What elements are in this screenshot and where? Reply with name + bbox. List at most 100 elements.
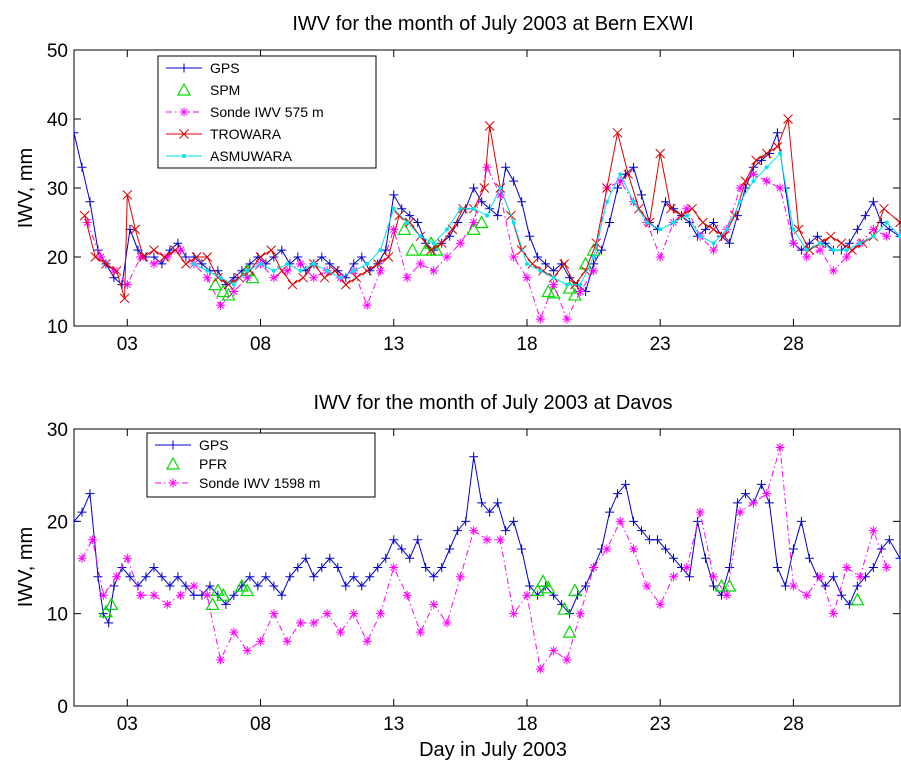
data-point	[788, 544, 798, 554]
legend-label: Sonde IWV 575 m	[210, 104, 324, 120]
data-point	[218, 275, 223, 280]
data-point	[469, 526, 479, 536]
data-point	[527, 259, 538, 269]
data-point	[429, 572, 439, 582]
data-point	[298, 268, 303, 273]
data-point	[700, 224, 710, 234]
data-point	[362, 636, 372, 646]
data-point	[258, 261, 263, 266]
data-point	[418, 242, 433, 256]
data-point	[122, 190, 133, 200]
data-point	[735, 507, 745, 517]
data-point	[764, 165, 769, 170]
data-point	[269, 581, 279, 591]
data-point	[365, 261, 370, 266]
y-tick-label: 20	[47, 248, 68, 269]
data-point	[629, 544, 639, 554]
data-point	[783, 114, 793, 124]
data-point	[517, 544, 527, 554]
series-layer	[74, 114, 901, 324]
data-point	[229, 287, 239, 296]
data-point	[538, 268, 543, 273]
data-point	[372, 259, 383, 269]
data-point	[509, 609, 519, 619]
data-point	[309, 618, 319, 628]
data-point	[381, 553, 391, 563]
data-point	[482, 535, 492, 545]
chart-title: IWV for the month of July 2003 at Bern E…	[292, 13, 693, 35]
data-point	[461, 516, 471, 526]
x-tick-label: 23	[650, 714, 671, 735]
data-point	[589, 266, 599, 276]
data-point	[141, 572, 151, 582]
data-point	[882, 231, 892, 241]
series-line	[193, 152, 901, 286]
data-point	[119, 293, 130, 304]
data-point	[535, 314, 545, 324]
data-point	[229, 590, 239, 600]
data-point	[234, 272, 245, 283]
axis-ticks: 03 08 13 18 23 28 0 10 20 30	[47, 420, 900, 735]
data-point	[485, 507, 495, 517]
data-point	[522, 273, 532, 283]
data-point	[405, 242, 420, 256]
data-point	[642, 581, 652, 591]
data-point	[804, 238, 814, 248]
data-point	[895, 553, 901, 563]
data-point	[295, 618, 305, 628]
data-point	[591, 255, 596, 259]
data-point	[90, 252, 101, 262]
data-point	[780, 581, 790, 591]
data-point	[455, 238, 465, 248]
data-point	[285, 261, 290, 266]
data-point	[351, 272, 362, 283]
data-point	[775, 442, 785, 452]
data-point	[149, 259, 159, 269]
data-point	[495, 535, 505, 545]
legend-marker	[182, 154, 186, 158]
data-point	[645, 535, 655, 545]
data-point	[402, 273, 412, 283]
data-point	[394, 210, 404, 221]
data-point	[613, 489, 623, 499]
data-point	[429, 599, 439, 609]
data-point	[381, 245, 391, 255]
x-tick-label: 18	[516, 714, 537, 735]
data-point	[498, 186, 503, 190]
data-point	[474, 215, 489, 229]
data-point	[79, 210, 90, 221]
data-point	[309, 273, 319, 283]
data-point	[772, 563, 782, 572]
data-point	[612, 127, 623, 138]
data-point	[868, 526, 878, 536]
data-point	[309, 572, 319, 582]
data-point	[761, 148, 772, 159]
data-point	[378, 248, 383, 253]
data-point	[661, 197, 671, 207]
data-point	[157, 259, 167, 269]
data-point	[202, 590, 212, 600]
chart-title: IWV for the month of July 2003 at Davos	[313, 392, 672, 414]
data-point	[501, 526, 511, 536]
data-point	[748, 498, 758, 508]
data-point	[655, 148, 666, 159]
data-point	[287, 279, 298, 290]
data-point	[234, 578, 249, 592]
data-point	[541, 259, 551, 269]
data-point	[445, 544, 455, 554]
data-point	[855, 572, 865, 582]
data-point	[724, 563, 734, 572]
data-point	[509, 176, 519, 186]
data-point	[578, 282, 583, 287]
y-tick-label: 0	[57, 697, 68, 718]
data-point	[541, 580, 556, 594]
data-point	[205, 581, 215, 591]
data-point	[831, 248, 836, 253]
data-point	[804, 553, 814, 563]
data-point	[231, 282, 236, 287]
data-point	[802, 590, 812, 600]
data-point	[269, 252, 279, 262]
data-point	[788, 238, 798, 248]
data-point	[842, 252, 852, 262]
